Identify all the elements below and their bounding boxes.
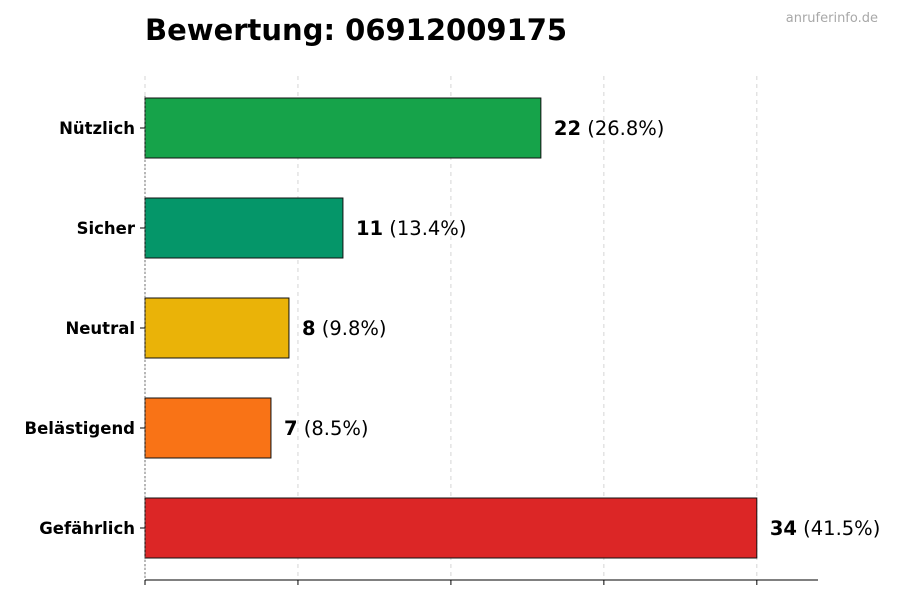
category-label-2: Neutral bbox=[65, 319, 135, 338]
value-count-4: 34 bbox=[770, 517, 797, 540]
category-label-0: Nützlich bbox=[59, 119, 135, 138]
category-label-4: Gefährlich bbox=[39, 519, 135, 538]
value-count-1: 11 bbox=[356, 217, 383, 240]
bar-3 bbox=[144, 397, 272, 459]
value-label-1: 11 (13.4%) bbox=[356, 217, 467, 240]
value-label-3: 7 (8.5%) bbox=[284, 417, 369, 440]
labels-group: Nützlich 22 (26.8%) Sicher 11 (13.4%) Neutra… bbox=[25, 117, 881, 540]
bar-2 bbox=[144, 297, 290, 359]
value-percent-4: (41.5%) bbox=[797, 517, 880, 540]
value-count-2: 8 bbox=[302, 317, 316, 340]
bars-group bbox=[144, 97, 758, 559]
value-label-0: 22 (26.8%) bbox=[554, 117, 665, 140]
value-percent-2: (9.8%) bbox=[316, 317, 387, 340]
chart-title: Bewertung: 06912009175 bbox=[145, 13, 567, 47]
value-percent-1: (13.4%) bbox=[383, 217, 466, 240]
value-label-2: 8 (9.8%) bbox=[302, 317, 387, 340]
value-percent-0: (26.8%) bbox=[581, 117, 664, 140]
category-label-1: Sicher bbox=[77, 219, 136, 238]
axes-group bbox=[140, 96, 818, 585]
value-count-0: 22 bbox=[554, 117, 581, 140]
watermark: anruferinfo.de bbox=[786, 11, 878, 26]
bar-4 bbox=[144, 497, 758, 559]
value-percent-3: (8.5%) bbox=[298, 417, 369, 440]
value-count-3: 7 bbox=[284, 417, 298, 440]
bar-1 bbox=[144, 197, 344, 259]
bar-0 bbox=[144, 97, 542, 159]
category-label-3: Belästigend bbox=[25, 419, 135, 438]
value-label-4: 34 (41.5%) bbox=[770, 517, 881, 540]
